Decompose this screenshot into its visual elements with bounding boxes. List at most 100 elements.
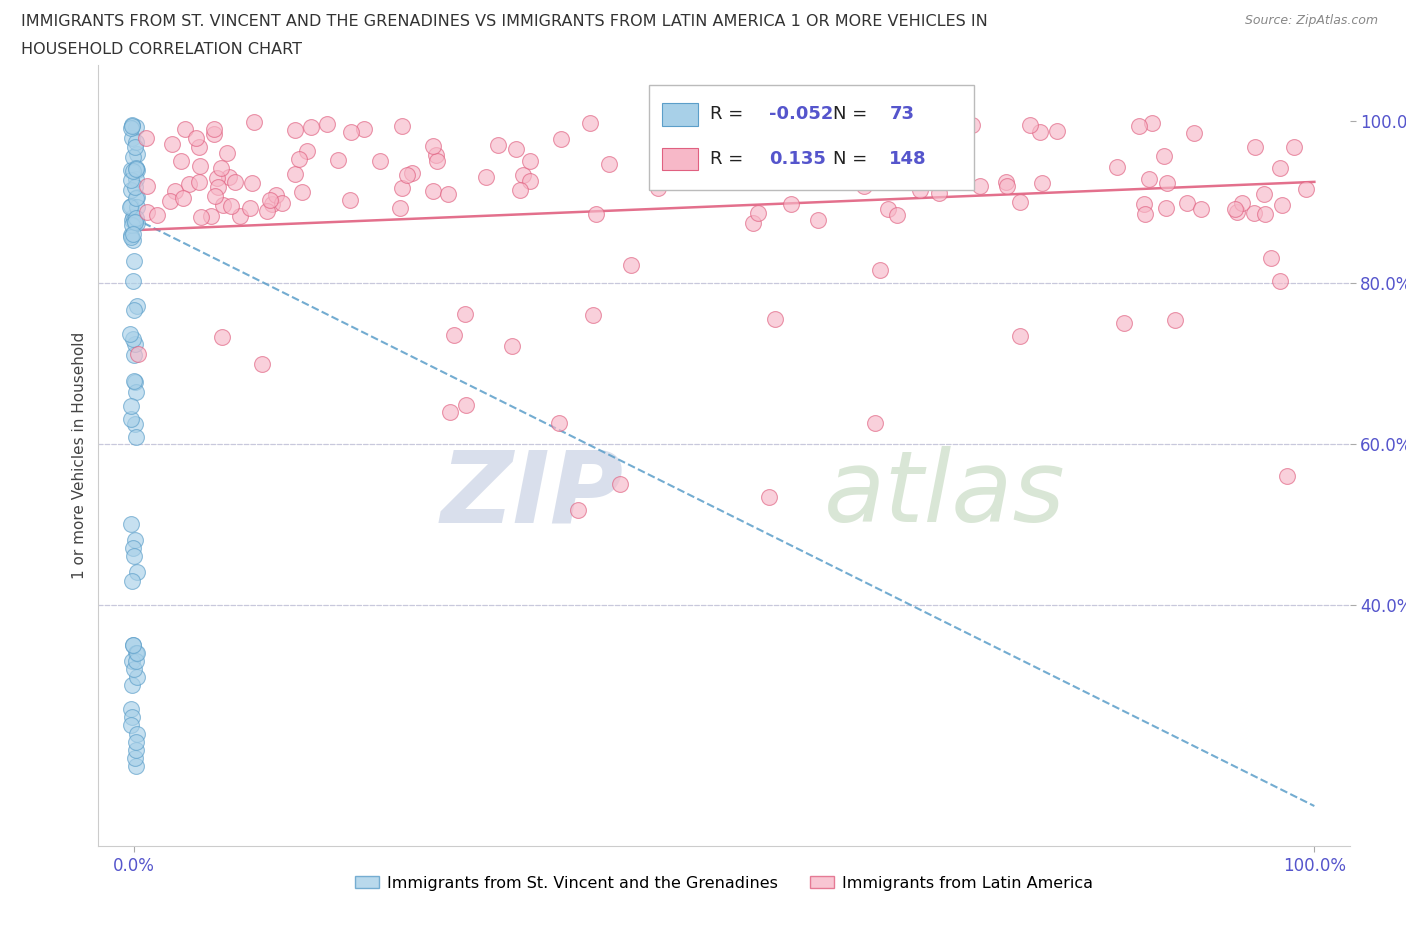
Point bbox=[721, 166, 744, 181]
Point bbox=[146, 207, 169, 222]
Point bbox=[609, 476, 631, 491]
Point bbox=[264, 187, 287, 202]
Point bbox=[1295, 182, 1317, 197]
Point bbox=[391, 181, 413, 196]
FancyBboxPatch shape bbox=[661, 103, 697, 126]
Point bbox=[239, 200, 262, 215]
Point bbox=[340, 124, 363, 139]
Point bbox=[780, 196, 803, 211]
Point bbox=[422, 184, 444, 199]
Point bbox=[619, 257, 641, 272]
Point bbox=[1046, 124, 1069, 139]
FancyBboxPatch shape bbox=[661, 148, 697, 170]
Point bbox=[598, 156, 620, 171]
Point bbox=[121, 541, 143, 556]
Y-axis label: 1 or more Vehicles in Household: 1 or more Vehicles in Household bbox=[72, 332, 87, 579]
Point bbox=[567, 502, 589, 517]
Point bbox=[1156, 176, 1178, 191]
Point bbox=[125, 726, 148, 741]
Point bbox=[211, 198, 233, 213]
Text: atlas: atlas bbox=[824, 446, 1066, 543]
Point bbox=[170, 153, 193, 168]
Text: Source: ZipAtlas.com: Source: ZipAtlas.com bbox=[1244, 14, 1378, 27]
Point bbox=[391, 118, 413, 133]
Text: R =: R = bbox=[710, 105, 749, 124]
Point bbox=[121, 118, 143, 133]
Point bbox=[202, 127, 225, 142]
Point bbox=[134, 130, 156, 145]
Point bbox=[579, 115, 602, 130]
Point bbox=[121, 218, 143, 232]
Point bbox=[1156, 201, 1178, 216]
Text: HOUSEHOLD CORRELATION CHART: HOUSEHOLD CORRELATION CHART bbox=[21, 42, 302, 57]
Point bbox=[1175, 195, 1198, 210]
Point bbox=[807, 212, 830, 227]
Point bbox=[454, 397, 477, 412]
Point bbox=[969, 179, 991, 193]
Text: 148: 148 bbox=[889, 150, 927, 167]
Point bbox=[120, 200, 142, 215]
Point bbox=[204, 188, 226, 203]
Point bbox=[299, 119, 322, 134]
Point bbox=[395, 167, 418, 182]
Point bbox=[1153, 149, 1175, 164]
Point bbox=[436, 187, 458, 202]
Point bbox=[260, 196, 283, 211]
Point bbox=[120, 517, 142, 532]
Point bbox=[747, 206, 769, 220]
Point bbox=[121, 227, 143, 242]
Point bbox=[439, 405, 461, 419]
Point bbox=[353, 122, 375, 137]
Point bbox=[295, 143, 318, 158]
Point bbox=[173, 121, 195, 136]
Point bbox=[1031, 176, 1053, 191]
Point bbox=[1232, 195, 1254, 210]
Point bbox=[124, 337, 146, 352]
Point bbox=[1105, 159, 1128, 174]
Point bbox=[122, 213, 145, 228]
Point bbox=[121, 164, 143, 179]
Point bbox=[121, 710, 143, 724]
Point bbox=[122, 232, 145, 247]
FancyBboxPatch shape bbox=[650, 85, 974, 190]
Point bbox=[763, 312, 786, 326]
Point bbox=[287, 152, 309, 166]
Point bbox=[121, 638, 143, 653]
Text: R =: R = bbox=[710, 150, 749, 167]
Point bbox=[120, 198, 142, 213]
Point bbox=[229, 208, 252, 223]
Point bbox=[200, 208, 222, 223]
Point bbox=[879, 150, 901, 165]
Point bbox=[120, 718, 142, 733]
Point bbox=[754, 150, 776, 165]
Point bbox=[550, 131, 572, 146]
Point bbox=[122, 331, 145, 346]
Point bbox=[1243, 206, 1265, 220]
Point bbox=[121, 213, 143, 228]
Point bbox=[475, 169, 498, 184]
Point bbox=[160, 136, 183, 151]
Point bbox=[120, 229, 142, 244]
Point bbox=[224, 174, 246, 189]
Point bbox=[127, 200, 149, 215]
Point bbox=[120, 162, 142, 177]
Point bbox=[121, 678, 143, 693]
Point bbox=[250, 356, 273, 371]
Point bbox=[886, 207, 908, 222]
Point bbox=[271, 195, 294, 210]
Point bbox=[127, 190, 149, 205]
Point bbox=[215, 146, 238, 161]
Point bbox=[905, 170, 928, 185]
Point bbox=[501, 339, 523, 353]
Point bbox=[426, 153, 449, 168]
Point bbox=[188, 175, 211, 190]
Point bbox=[125, 216, 148, 231]
Point bbox=[339, 193, 361, 207]
Text: N =: N = bbox=[832, 105, 873, 124]
Point bbox=[1253, 206, 1275, 221]
Point bbox=[125, 163, 148, 178]
Point bbox=[172, 191, 194, 206]
Point bbox=[124, 645, 146, 660]
Point bbox=[454, 306, 477, 321]
Text: 0.135: 0.135 bbox=[769, 150, 825, 167]
